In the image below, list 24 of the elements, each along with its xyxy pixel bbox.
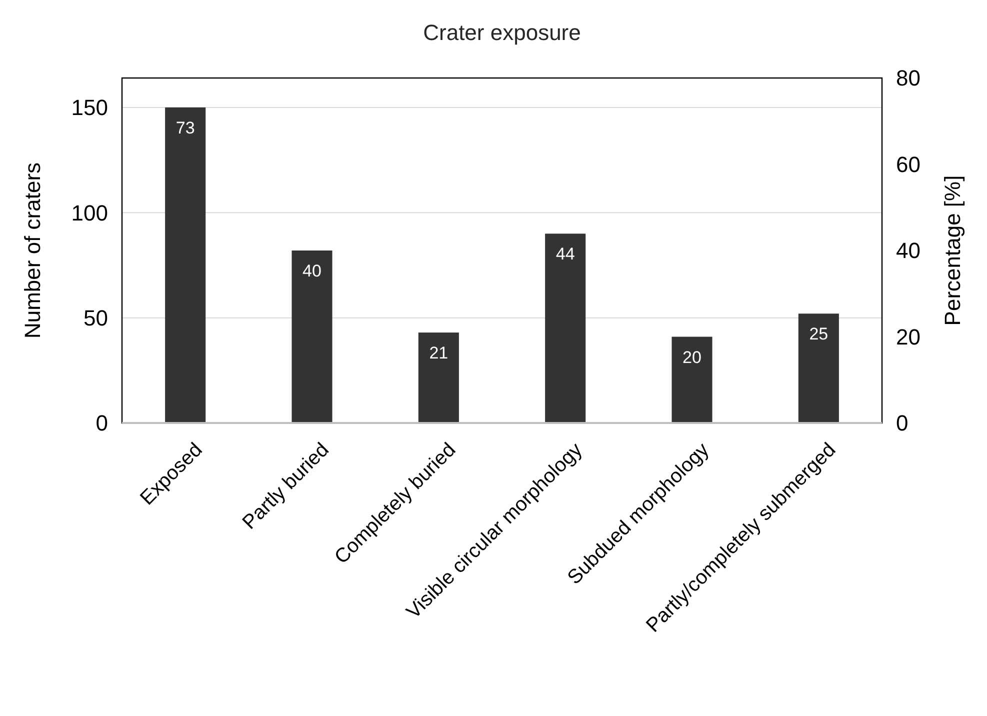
- y2-tick-label: 0: [896, 410, 908, 436]
- chart-title: Crater exposure: [423, 20, 581, 45]
- y2-axis-title: Percentage [%]: [940, 175, 965, 326]
- y-tick-label: 0: [96, 410, 108, 436]
- y2-tick-label: 20: [896, 324, 920, 350]
- annotation: 73: [176, 118, 195, 138]
- annotation: 40: [302, 262, 322, 280]
- bar: [798, 314, 839, 423]
- annotation: 20: [682, 348, 702, 367]
- y-tick-label: 100: [71, 200, 108, 226]
- y-tick-label: 150: [71, 95, 108, 120]
- annotation: 44: [556, 244, 575, 264]
- y2-tick-label: 40: [896, 238, 920, 264]
- annotation: 25: [809, 324, 828, 344]
- bar: [292, 250, 332, 423]
- annotation: 21: [429, 344, 448, 363]
- bar: [165, 107, 206, 423]
- y2-tick-label: 60: [896, 152, 920, 177]
- y-tick-label: 50: [84, 306, 108, 331]
- y-axis-title: Number of craters: [20, 162, 45, 339]
- y2-tick-label: 80: [896, 66, 920, 91]
- bar: [672, 336, 712, 423]
- bar: [545, 234, 586, 423]
- bar: [418, 332, 459, 423]
